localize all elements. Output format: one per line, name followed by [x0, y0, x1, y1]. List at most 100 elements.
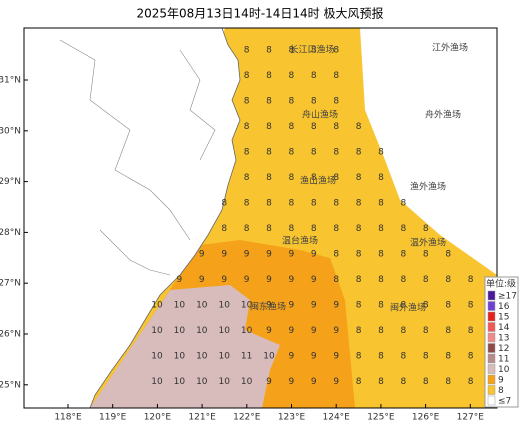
wind-value: 8: [266, 224, 272, 234]
wind-value: 8: [333, 250, 339, 260]
legend-label: 13: [498, 334, 509, 344]
wind-value: 8: [221, 199, 227, 209]
lat-label: 25°N: [0, 380, 21, 390]
zone-label: 渔山渔场: [300, 176, 336, 187]
legend-label: 16: [498, 302, 510, 312]
wind-value: 10: [241, 301, 253, 311]
legend-swatch: [487, 343, 496, 353]
wind-value: 8: [423, 224, 429, 234]
wind-value: 8: [356, 122, 362, 132]
legend-label: 11: [498, 355, 509, 365]
wind-value: 8: [423, 377, 429, 387]
wind-value: 9: [289, 275, 295, 285]
legend-swatch: [487, 311, 496, 322]
lon-label: 126°E: [412, 413, 440, 423]
lat-label: 26°N: [0, 330, 21, 340]
wind-value: 8: [356, 377, 362, 387]
lon-label: 118°E: [54, 413, 82, 423]
wind-value: 10: [196, 377, 208, 387]
legend-swatch: [487, 395, 496, 406]
lon-label: 121°E: [188, 413, 216, 423]
wind-value: 8: [445, 326, 451, 336]
zone-label: 舟外渔场: [425, 109, 461, 121]
wind-value: 8: [244, 148, 250, 158]
wind-value: 8: [311, 97, 317, 107]
legend-label: ≤7: [498, 397, 511, 407]
wind-value: 8: [266, 46, 272, 56]
wind-value: 8: [244, 199, 250, 209]
zone-label: 闽东渔场: [250, 301, 286, 313]
province-border: [99, 229, 171, 276]
legend-swatch: [487, 353, 496, 364]
zone-label: 渔外渔场: [410, 181, 446, 193]
wind-value: 8: [401, 326, 407, 336]
wind-value: 9: [333, 326, 339, 336]
wind-value: 8: [311, 122, 317, 132]
wind-value: 8: [356, 173, 362, 183]
wind-value: 8: [423, 275, 429, 285]
wind-value: 8: [378, 173, 384, 183]
wind-value: 8: [356, 148, 362, 158]
wind-value: 9: [266, 275, 272, 285]
wind-value: 8: [333, 224, 339, 234]
wind-value: 8: [289, 46, 295, 56]
wind-value: 8: [356, 275, 362, 285]
wind-value: 8: [266, 148, 272, 158]
wind-value: 8: [289, 97, 295, 107]
wind-value: 9: [311, 301, 317, 311]
legend-label: ≥17: [498, 292, 517, 302]
legend-swatch: [487, 290, 496, 301]
wind-value: 8: [244, 224, 250, 234]
lon-label: 119°E: [99, 413, 127, 423]
wind-value: 11: [241, 352, 252, 362]
wind-value: 9: [199, 250, 205, 260]
wind-value: 8: [401, 250, 407, 260]
wind-value: 10: [218, 301, 230, 311]
wind-value: 8: [311, 71, 317, 81]
wind-value: 8: [266, 173, 272, 183]
wind-value: 8: [468, 326, 474, 336]
wind-value: 8: [333, 122, 339, 132]
lon-label: 125°E: [367, 413, 395, 423]
zone-label: 舟山渔场: [302, 109, 338, 121]
wind-value: 8: [333, 199, 339, 209]
legend-swatch: [487, 301, 496, 311]
wind-value: 9: [289, 326, 295, 336]
legend-swatch: [487, 332, 496, 343]
wind-value: 8: [445, 301, 451, 311]
wind-value: 8: [445, 275, 451, 285]
wind-value: 8: [401, 352, 407, 362]
zone-label: 温外渔场: [410, 237, 446, 249]
wind-value: 8: [445, 377, 451, 387]
wind-value: 8: [311, 148, 317, 158]
wind-value: 8: [333, 148, 339, 158]
wind-value: 10: [151, 326, 163, 336]
wind-value: 8: [221, 224, 227, 234]
wind-value: 9: [333, 377, 339, 387]
wind-value: 10: [151, 352, 163, 362]
wind-value: 9: [311, 250, 317, 260]
wind-value: 8: [289, 199, 295, 209]
wind-value: 8: [468, 377, 474, 387]
wind-value: 8: [445, 352, 451, 362]
wind-value: 8: [378, 352, 384, 362]
wind-value: 9: [244, 250, 250, 260]
map-frame: [23, 27, 498, 409]
wind-value: 9: [266, 326, 272, 336]
wind-value: 8: [356, 326, 362, 336]
wind-value: 9: [289, 301, 295, 311]
wind-value: 9: [311, 275, 317, 285]
wind-value: 8: [378, 275, 384, 285]
wind-value: 8: [244, 122, 250, 132]
land: [23, 27, 241, 409]
wind-value: 10: [218, 352, 230, 362]
legend-swatch: [487, 385, 496, 395]
wind-value: 8: [468, 352, 474, 362]
wind-value: 8: [423, 326, 429, 336]
wind-value: 8: [311, 46, 317, 56]
legend-label: 8: [498, 386, 504, 396]
wind-value: 8: [266, 199, 272, 209]
wind-value: 9: [289, 250, 295, 260]
legend-title: 单位:级: [486, 278, 516, 290]
